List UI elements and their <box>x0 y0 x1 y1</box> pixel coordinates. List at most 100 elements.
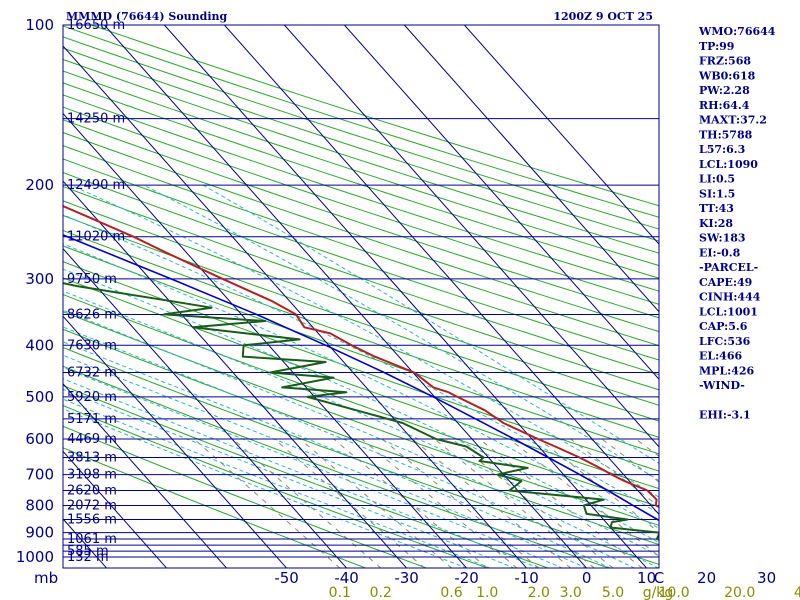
moist-adiabat <box>63 366 563 568</box>
dry-adiabat <box>63 261 659 472</box>
temperature-tick-label: -50 <box>274 569 299 587</box>
height-label: 7630 m <box>67 338 117 353</box>
pressure-label: 700 <box>25 466 54 484</box>
mixing-ratio-label: 10.0 <box>659 585 690 600</box>
moist-adiabat <box>63 378 539 568</box>
isotherm <box>63 180 408 568</box>
temperature-tick-label: -30 <box>394 569 419 587</box>
mixing-ratio-line <box>361 438 518 568</box>
index-line: EHI:-3.1 <box>699 409 751 422</box>
station-title: MMMD (76644) Sounding <box>66 10 228 23</box>
index-line: TP:99 <box>699 40 734 53</box>
pressure-label: 300 <box>25 270 54 288</box>
height-label: 4469 m <box>67 432 117 447</box>
dry-adiabat <box>63 311 659 526</box>
mixing-ratio-label: 20.0 <box>724 585 755 600</box>
height-label: 12490 m <box>67 178 125 193</box>
dry-adiabat <box>63 425 428 568</box>
mixing-ratio-line <box>479 438 643 568</box>
pressure-label: 100 <box>25 16 54 34</box>
index-line: LCL:1090 <box>699 158 758 171</box>
index-line: TH:5788 <box>699 128 753 141</box>
temperature-profile <box>63 204 659 509</box>
mixing-ratio-line <box>412 438 572 568</box>
index-line: -WIND- <box>699 379 745 392</box>
index-line: LCL:1001 <box>699 305 758 318</box>
pressure-label: 900 <box>25 524 54 542</box>
height-label: 132 m <box>67 550 109 565</box>
mixing-ratio-label: 5.0 <box>602 585 624 600</box>
plot-frame <box>62 24 660 569</box>
moist-adiabat <box>203 184 659 465</box>
mixing-ratio-label: 40.0 <box>794 585 800 600</box>
temperature-tick-label: -40 <box>334 569 359 587</box>
pressure-label: 600 <box>25 430 54 448</box>
parcel-profile <box>63 234 659 522</box>
index-line: CAP:5.6 <box>699 320 748 333</box>
height-label: 8626 m <box>67 307 117 322</box>
isotherm <box>63 112 468 568</box>
mixing-ratio-label: 0.2 <box>370 585 392 600</box>
moist-adiabat <box>63 309 659 568</box>
height-label: 1061 m <box>67 532 117 547</box>
dry-adiabat <box>63 447 367 568</box>
index-line: L57:6.3 <box>699 143 745 156</box>
dry-adiabat <box>63 119 659 319</box>
dry-adiabat <box>63 94 659 292</box>
height-label: 16650 m <box>67 18 125 33</box>
mixing-ratio-line <box>570 438 659 508</box>
temperature-tick-label: -20 <box>454 569 479 587</box>
pressure-label: 1000 <box>16 548 54 566</box>
height-label: 1556 m <box>67 513 117 528</box>
moist-adiabat <box>63 398 491 568</box>
index-line: KI:28 <box>699 217 733 230</box>
index-line: TT:43 <box>699 202 734 215</box>
dry-adiabat <box>63 158 659 361</box>
isotherm <box>284 25 659 448</box>
dry-adiabat <box>63 346 659 565</box>
isotherm <box>224 25 659 516</box>
isotherm <box>63 45 528 568</box>
mixing-ratio-line <box>509 438 659 557</box>
height-label: 6732 m <box>67 366 117 381</box>
temperature-tick-label: 0 <box>582 569 592 587</box>
index-line: CAPE:49 <box>699 276 752 289</box>
index-line: PW:2.28 <box>699 84 750 97</box>
moist-adiabat <box>63 341 612 568</box>
isotherm <box>404 25 659 313</box>
height-label: 2620 m <box>67 484 117 499</box>
height-label: 9750 m <box>67 272 117 287</box>
index-line: WMO:76644 <box>698 25 776 38</box>
dry-adiabat <box>63 106 659 305</box>
dry-adiabat <box>63 200 659 406</box>
pressure-label: 800 <box>25 496 54 514</box>
temperature-tick-label: 30 <box>757 569 776 587</box>
mixing-ratio-line <box>333 438 488 568</box>
height-label: 5920 m <box>67 390 117 405</box>
dry-adiabat <box>63 293 659 508</box>
index-line: MPL:426 <box>699 364 755 377</box>
mixing-ratio-line <box>299 438 453 568</box>
index-line: LFC:536 <box>699 335 751 348</box>
mixing-ratio-label: 2.0 <box>528 585 550 600</box>
dewpoint-profile <box>63 282 659 553</box>
mixing-ratio-line <box>451 438 614 568</box>
dry-adiabat <box>63 172 659 376</box>
isotherm <box>464 25 659 245</box>
index-line: EI:-0.8 <box>699 246 741 259</box>
index-line: -PARCEL- <box>699 261 758 274</box>
dry-adiabat <box>63 328 659 546</box>
dry-adiabat <box>63 131 659 333</box>
index-line: MAXT:37.2 <box>699 114 767 127</box>
height-label: 11020 m <box>67 230 125 245</box>
dry-adiabat <box>63 70 659 267</box>
dry-adiabat <box>63 405 489 568</box>
index-line: FRZ:568 <box>699 55 751 68</box>
moist-adiabat <box>143 184 659 482</box>
mixing-ratio-label: g/kg <box>643 585 674 600</box>
dry-adiabat <box>63 245 659 455</box>
index-line: SW:183 <box>699 232 746 245</box>
moist-adiabat <box>63 290 659 557</box>
